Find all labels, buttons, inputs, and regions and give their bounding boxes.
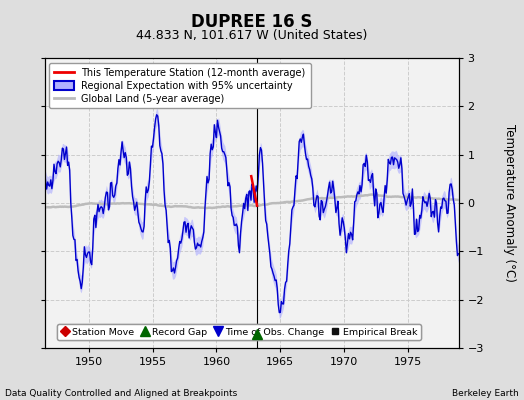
Text: 44.833 N, 101.617 W (United States): 44.833 N, 101.617 W (United States): [136, 29, 367, 42]
Legend: Station Move, Record Gap, Time of Obs. Change, Empirical Break: Station Move, Record Gap, Time of Obs. C…: [57, 324, 421, 340]
Text: DUPREE 16 S: DUPREE 16 S: [191, 13, 312, 31]
Text: Data Quality Controlled and Aligned at Breakpoints: Data Quality Controlled and Aligned at B…: [5, 389, 237, 398]
Y-axis label: Temperature Anomaly (°C): Temperature Anomaly (°C): [504, 124, 517, 282]
Text: Berkeley Earth: Berkeley Earth: [452, 389, 519, 398]
